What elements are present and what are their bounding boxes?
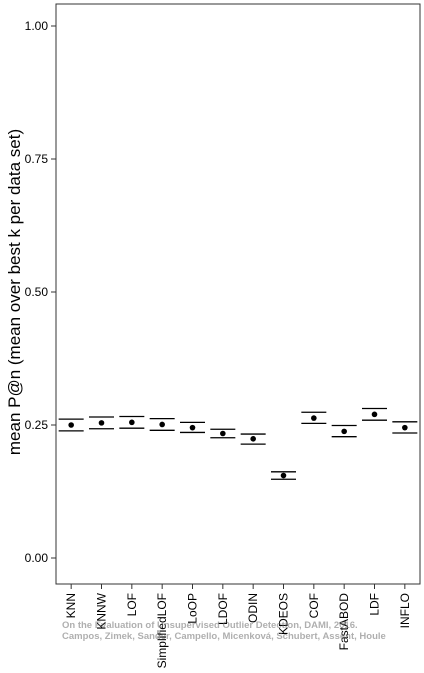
- x-tick-label: LDF: [368, 593, 382, 616]
- citation-watermark: On the Evaluation of Unsupervised Outlie…: [62, 620, 424, 642]
- x-tick-label: LOF: [125, 593, 139, 616]
- x-tick-label: KNN: [64, 593, 78, 618]
- y-tick-label: 0.00: [25, 551, 49, 565]
- y-tick-label: 0.75: [25, 152, 49, 166]
- plot-panel: [55, 3, 421, 585]
- x-tick-label: LoOP: [186, 593, 200, 624]
- mean-point: [250, 436, 256, 442]
- y-tick-label: 0.50: [25, 285, 49, 299]
- mean-point: [159, 421, 165, 428]
- mean-point: [280, 472, 287, 479]
- x-tick-label: LDOF: [216, 593, 230, 625]
- x-tick-label: INFLO: [398, 593, 412, 628]
- mean-point: [371, 411, 378, 418]
- mean-point: [189, 424, 196, 431]
- mean-point: [341, 428, 347, 435]
- mean-point: [129, 419, 135, 426]
- watermark-line-2: Campos, Zimek, Sander, Campello, Micenko…: [62, 631, 386, 642]
- y-axis-label: mean P@n (mean over best k per data set): [2, 0, 28, 673]
- watermark-line-1: On the Evaluation of Unsupervised Outlie…: [62, 620, 358, 631]
- y-axis-label-text: mean P@n (mean over best k per data set): [5, 128, 24, 456]
- x-tick-label: KNNW: [95, 592, 109, 629]
- mean-point: [98, 420, 105, 426]
- x-tick-label: COF: [307, 593, 321, 618]
- mean-point: [68, 422, 74, 428]
- y-tick-label: 1.00: [25, 19, 49, 33]
- mean-point: [402, 424, 408, 431]
- x-tick-label: ODIN: [246, 593, 260, 623]
- mean-point: [311, 415, 317, 421]
- x-tick-label: FastABOD: [337, 593, 351, 651]
- y-tick-label: 0.25: [25, 418, 49, 432]
- x-tick-label: KDEOS: [277, 593, 291, 635]
- mean-point: [220, 430, 226, 437]
- x-tick-label: SimplifiedLOF: [155, 593, 169, 668]
